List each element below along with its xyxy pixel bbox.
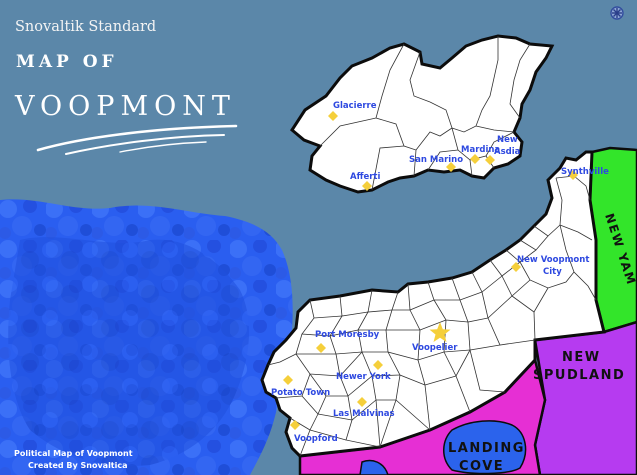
city-label-san-marino: San Marino bbox=[409, 155, 463, 165]
city-label-port-moresby: Port Moresby bbox=[315, 330, 380, 340]
city-label-voopelier: Voopelier bbox=[412, 343, 458, 353]
diamond-icon bbox=[485, 155, 495, 165]
diamond-icon bbox=[283, 375, 293, 385]
landing-cove-bay bbox=[443, 420, 527, 475]
diamond-icon bbox=[316, 343, 326, 353]
star-icon bbox=[429, 322, 451, 342]
region-label-new-spudland-1: NEW bbox=[562, 350, 601, 365]
diamond-icon bbox=[373, 360, 383, 370]
diamond-icon bbox=[357, 397, 367, 407]
diamond-icon bbox=[511, 262, 521, 272]
city-label-potato-town: Potato Town bbox=[271, 388, 330, 398]
diamond-icon bbox=[328, 111, 338, 121]
city-label-mardina: Mardina bbox=[461, 145, 500, 155]
city-label-voopford: Voopford bbox=[294, 434, 338, 444]
region-label-new-spudland-2: SPUDLAND bbox=[533, 368, 625, 383]
city-label-las-malvinas: Las Malvinas bbox=[333, 409, 395, 419]
city-markers bbox=[283, 111, 578, 430]
diamond-icon bbox=[290, 420, 300, 430]
map-subtitle: Snovaltik Standard bbox=[15, 19, 156, 35]
city-label-afferti: Afferti bbox=[350, 172, 380, 182]
city-label-glacierre: Glacierre bbox=[333, 101, 377, 111]
title-swoosh bbox=[36, 124, 238, 155]
credit-line-2: Created By Snovaltica bbox=[28, 461, 128, 470]
diamond-icon bbox=[470, 154, 480, 164]
shallow-ocean-dark bbox=[8, 237, 250, 466]
city-label-new-voopmont-city-1: New Voopmont bbox=[517, 255, 589, 265]
diamond-icon bbox=[568, 170, 578, 180]
region-label-landing-cove-2: COVE bbox=[459, 459, 504, 474]
snowflake-icon bbox=[610, 6, 624, 20]
city-label-newer-york: Newer York bbox=[336, 372, 391, 382]
city-label-new-asdia-1: New bbox=[497, 135, 518, 145]
landing-cove-inlet bbox=[359, 459, 389, 475]
city-label-new-voopmont-city-2: City bbox=[543, 267, 562, 277]
region-label-landing-cove-1: LANDING bbox=[448, 441, 525, 456]
region-new-spudland bbox=[533, 320, 637, 475]
city-label-synthville: Synthville bbox=[561, 167, 609, 177]
map-title-top: MAP OF bbox=[16, 52, 118, 72]
credit-line-1: Political Map of Voopmont bbox=[14, 449, 133, 458]
island-borders bbox=[319, 36, 531, 191]
map-title-main: VOOPMONT bbox=[14, 91, 236, 122]
mainland bbox=[260, 150, 606, 458]
diamond-icon bbox=[362, 181, 372, 191]
diamond-icon bbox=[446, 162, 456, 172]
mainland-borders bbox=[267, 175, 597, 457]
city-label-new-asdia-2: Asdia bbox=[494, 147, 521, 157]
